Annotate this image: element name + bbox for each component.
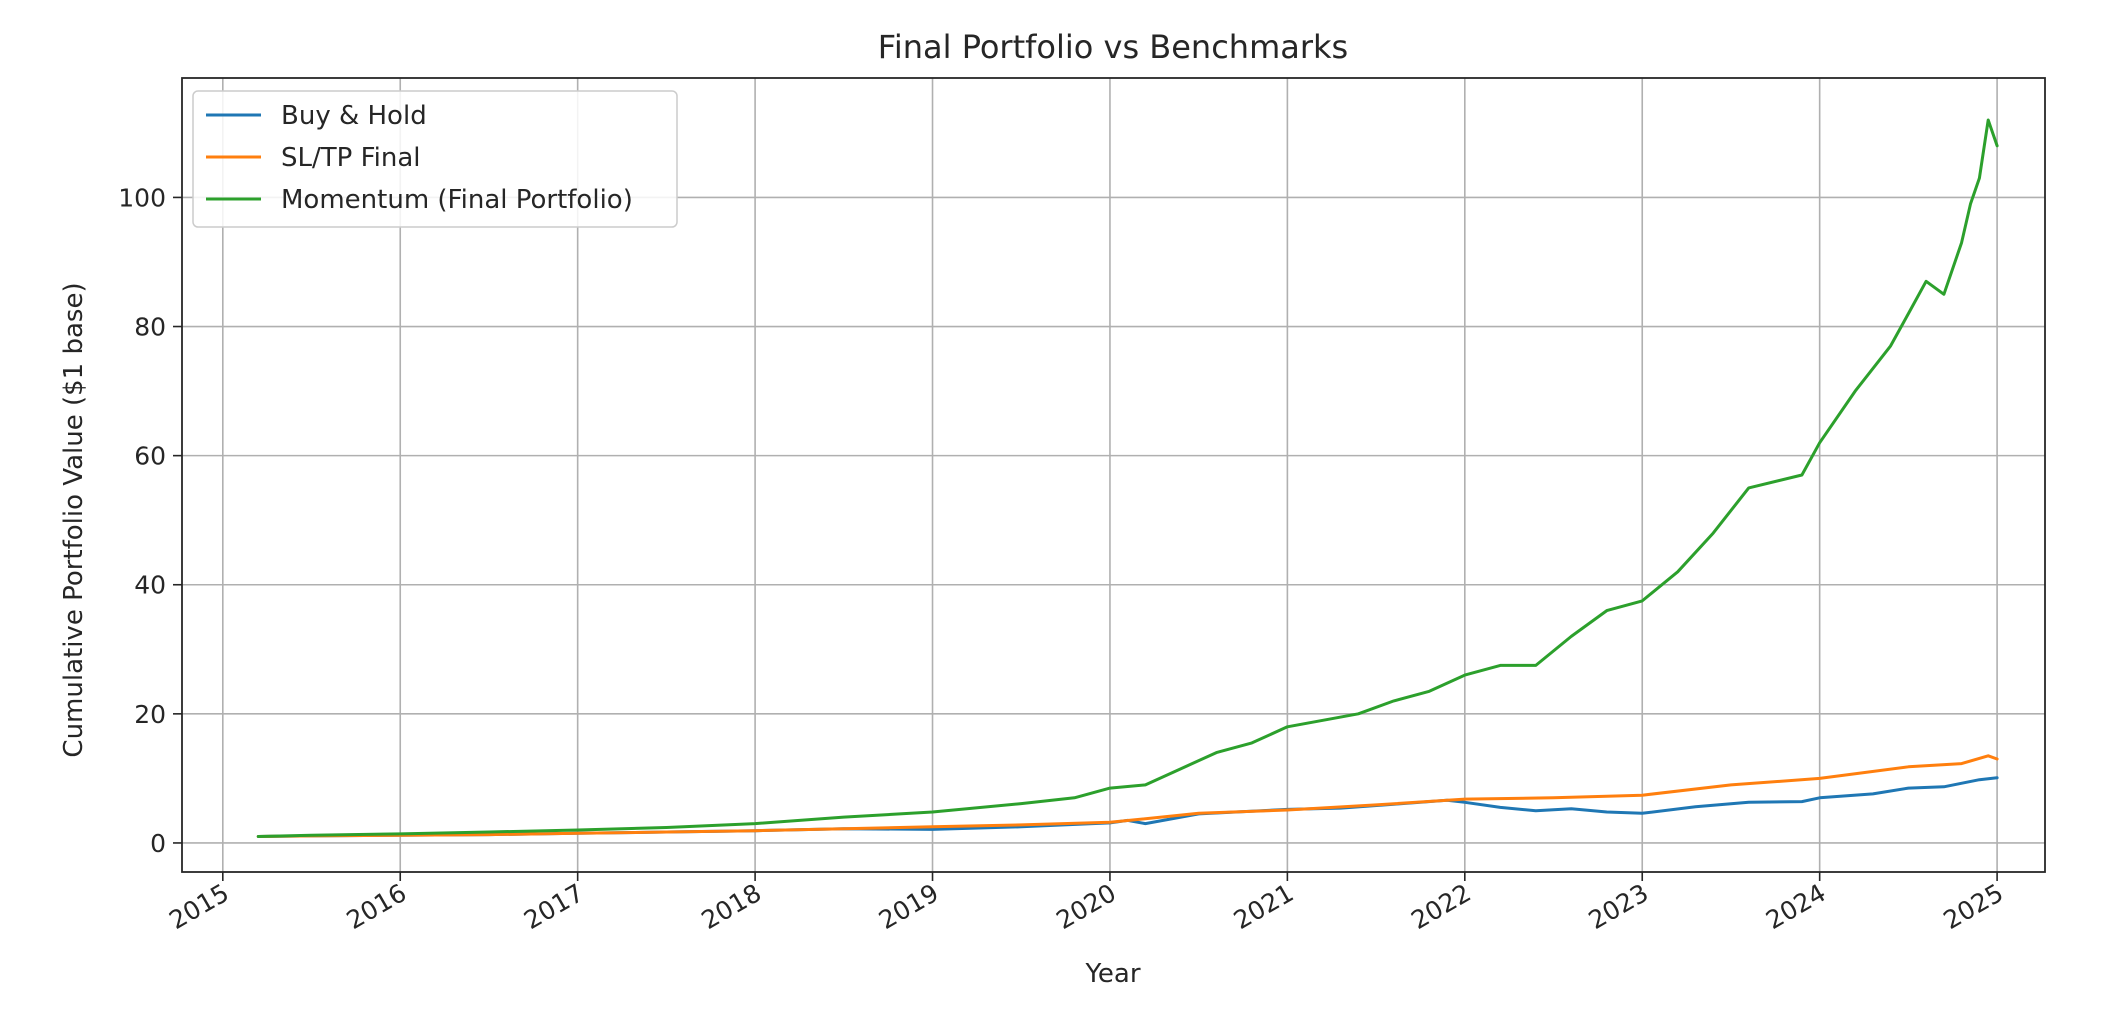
x-axis: 2015 2016 2017 2018 2019 2020 2021 2022 2023 2024… bbox=[164, 872, 2008, 935]
x-axis-title: Year bbox=[1084, 959, 1140, 989]
y-tick-label: 20 bbox=[134, 700, 166, 729]
x-tick-label: 2022 bbox=[1406, 878, 1476, 935]
plot-frame bbox=[181, 77, 2046, 873]
legend-label: SL/TP Final bbox=[281, 143, 421, 173]
y-axis-title: Cumulative Portfolio Value ($1 base) bbox=[59, 282, 89, 757]
series-line-2 bbox=[256, 118, 1999, 838]
x-tick-label: 2021 bbox=[1229, 878, 1299, 935]
legend-label: Momentum (Final Portfolio) bbox=[281, 185, 633, 215]
legend-box bbox=[192, 90, 678, 228]
y-tick-label: 40 bbox=[134, 571, 166, 600]
x-tick-label: 2018 bbox=[696, 878, 766, 935]
y-tick-label: 60 bbox=[134, 442, 166, 471]
legend-label: Buy & Hold bbox=[281, 101, 427, 131]
x-tick-label: 2023 bbox=[1584, 878, 1654, 935]
chart-title: Final Portfolio vs Benchmarks bbox=[878, 28, 1348, 66]
y-tick-label: 0 bbox=[150, 829, 166, 858]
legend: Buy & Hold SL/TP Final Momentum (Final Por… bbox=[192, 90, 678, 228]
x-tick-label: 2017 bbox=[519, 878, 589, 935]
x-tick-label: 2016 bbox=[342, 878, 412, 935]
x-tick-label: 2019 bbox=[874, 878, 944, 935]
x-tick-label: 2025 bbox=[1938, 878, 2008, 935]
x-tick-label: 2020 bbox=[1051, 878, 1121, 935]
series-line-1 bbox=[256, 754, 1999, 838]
x-tick-label: 2024 bbox=[1761, 878, 1831, 935]
grid bbox=[182, 78, 2045, 872]
y-tick-label: 100 bbox=[118, 183, 166, 212]
x-tick-label: 2015 bbox=[164, 878, 234, 935]
series-lines bbox=[256, 118, 1999, 838]
y-tick-label: 80 bbox=[134, 313, 166, 342]
y-axis: 0 20 40 60 80 100 bbox=[118, 183, 182, 858]
